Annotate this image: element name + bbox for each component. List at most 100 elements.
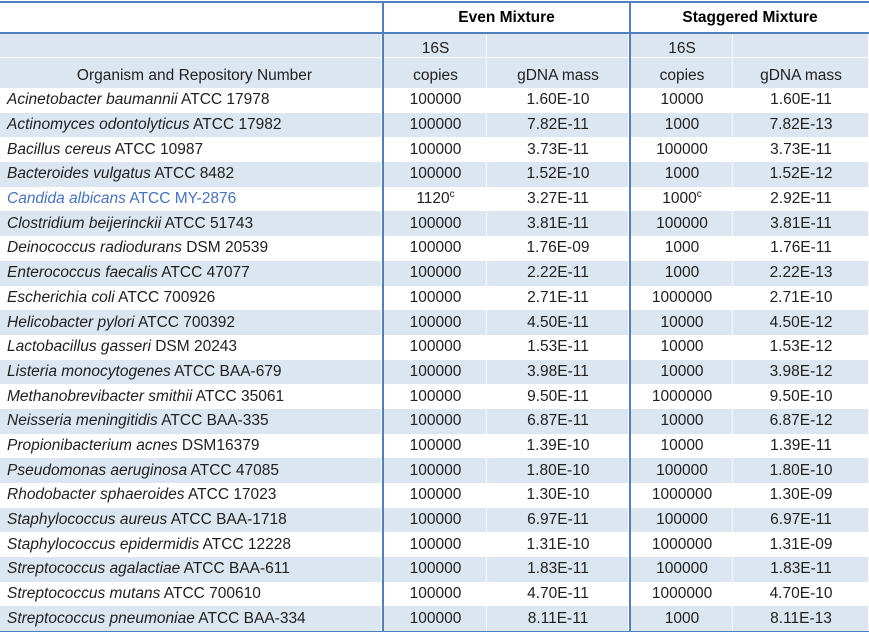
even-gdna-mass-cell: 3.73E-11 — [527, 140, 589, 158]
even-16s-copies-cell: 100000 — [382, 236, 487, 261]
repository-number: ATCC BAA-679 — [170, 362, 282, 380]
staggered-16s-copies-cell: 1000 — [629, 162, 734, 187]
species-name: Listeria monocytogenes — [7, 362, 171, 380]
table-row: Pseudomonas aeruginosa ATCC 47085 100000… — [0, 458, 869, 483]
even-gdna-mass-label: gDNA mass — [487, 58, 631, 88]
even-gdna-mass-cell: 1.52E-10 — [487, 162, 631, 187]
organism-cell: Candida albicans ATCC MY-2876 — [0, 187, 383, 212]
organism-cell: Neisseria meningitidis ATCC BAA-335 — [0, 408, 383, 434]
species-name: Propionibacterium acnes — [7, 436, 178, 454]
even-gdna-mass-cell: 1.76E-09 — [526, 239, 590, 257]
even-16s-copies-cell: 100000 — [382, 310, 487, 335]
staggered-gdna-mass-cell: 6.87E-12 — [733, 408, 869, 434]
even-16s-copies-cell: 100000 — [382, 162, 487, 187]
repository-number: ATCC 10987 — [111, 140, 204, 158]
even-16s-label: 16S — [382, 33, 487, 58]
staggered-gdna-mass-cell: 1.31E-09 — [769, 535, 833, 553]
even-16s-copies-cell: 100000 — [382, 285, 487, 311]
staggered-gdna-mass-cell: 4.70E-10 — [769, 585, 833, 603]
empty-cell — [733, 33, 869, 58]
staggered-16s-copies-cell: 100000 — [629, 507, 734, 533]
species-name: Lactobacillus gasseri — [7, 338, 151, 356]
even-16s-copies-cell: 100000 — [382, 260, 487, 286]
staggered-gdna-mass-cell: 3.73E-11 — [770, 140, 832, 158]
organism-cell: Acinetobacter baumannii ATCC 17978 — [0, 88, 383, 113]
table-row: Listeria monocytogenes ATCC BAA-679 1000… — [0, 359, 869, 385]
staggered-16s-copies-cell: 1000000 — [629, 532, 734, 558]
staggered-16s-copies-cell: 1000 — [629, 260, 734, 286]
repository-number: ATCC BAA-334 — [194, 609, 306, 627]
staggered-gdna-mass-cell: 8.11E-13 — [733, 606, 869, 632]
staggered-gdna-mass-cell: 9.50E-10 — [769, 387, 833, 405]
organism-cell: Lactobacillus gasseri DSM 20243 — [0, 335, 383, 360]
organism-column-header: Organism and Repository Number — [0, 58, 383, 88]
table-row: Staphylococcus aureus ATCC BAA-1718 1000… — [0, 507, 869, 533]
organism-cell: Bacteroides vulgatus ATCC 8482 — [0, 162, 383, 187]
table-row: Acinetobacter baumannii ATCC 17978 10000… — [0, 88, 869, 113]
table-row: Rhodobacter sphaeroides ATCC 17023 10000… — [0, 483, 869, 508]
repository-number: ATCC 35061 — [192, 387, 285, 405]
staggered-16s-copies-cell: 10000 — [629, 359, 734, 385]
table-row: Propionibacterium acnes DSM16379 100000 … — [0, 433, 869, 459]
organism-cell: Propionibacterium acnes DSM16379 — [0, 434, 383, 459]
species-name: Bacillus cereus — [7, 140, 112, 158]
species-name: Deinococcus radiodurans — [7, 239, 182, 257]
empty-cell — [0, 33, 383, 58]
species-name: Bacteroides vulgatus — [7, 165, 151, 183]
even-16s-copies-cell: 100000 — [382, 483, 487, 508]
organism-cell: Pseudomonas aeruginosa ATCC 47085 — [0, 458, 383, 483]
even-gdna-mass-cell: 4.50E-11 — [487, 310, 631, 335]
repository-number: ATCC 700610 — [160, 585, 261, 603]
species-name: Staphylococcus aureus — [7, 511, 168, 529]
repository-number: DSM 20243 — [150, 338, 238, 356]
table-row: Neisseria meningitidis ATCC BAA-335 1000… — [0, 408, 869, 434]
species-name: Streptococcus mutans — [7, 585, 161, 603]
table-row: Enterococcus faecalis ATCC 47077 100000 … — [0, 260, 869, 286]
staggered-16s-copies-cell: 10000 — [629, 310, 734, 335]
species-name: Escherichia coli — [7, 288, 115, 306]
repository-number: ATCC BAA-611 — [180, 560, 290, 578]
organism-cell: Enterococcus faecalis ATCC 47077 — [0, 260, 383, 286]
table-row: Streptococcus pneumoniae ATCC BAA-334 10… — [0, 606, 869, 632]
repository-number: ATCC 700392 — [134, 313, 236, 331]
organism-cell: Staphylococcus aureus ATCC BAA-1718 — [0, 507, 383, 533]
even-16s-copies-cell: 100000 — [382, 384, 487, 409]
species-name: Candida albicans — [7, 190, 126, 208]
even-copies-label: copies — [382, 58, 487, 88]
even-16s-copies-cell: 100000 — [382, 433, 487, 459]
repository-number: ATCC 12228 — [199, 535, 292, 553]
even-gdna-mass-cell: 1.80E-10 — [487, 458, 631, 483]
staggered-16s-label: 16S — [629, 33, 734, 58]
table-row: Clostridium beijerinckii ATCC 51743 1000… — [0, 211, 869, 237]
table-row: Staphylococcus epidermidis ATCC 12228 10… — [0, 532, 869, 558]
even-gdna-mass-cell: 1.31E-10 — [526, 535, 590, 553]
organism-cell: Staphylococcus epidermidis ATCC 12228 — [0, 532, 383, 557]
organism-cell: Bacillus cereus ATCC 10987 — [0, 137, 383, 162]
even-16s-copies-cell: 100000 — [382, 532, 487, 558]
staggered-gdna-mass-cell: 1.80E-10 — [733, 458, 869, 483]
species-name: Streptococcus agalactiae — [7, 560, 181, 578]
staggered-16s-copies-cell: 100000 — [629, 458, 734, 483]
species-name: Actinomyces odontolyticus — [7, 116, 190, 134]
staggered-gdna-mass-label: gDNA mass — [733, 58, 869, 88]
staggered-16s-copies-cell: 10000 — [629, 433, 734, 459]
even-gdna-mass-cell: 1.39E-10 — [526, 436, 590, 454]
staggered-gdna-mass-cell: 2.71E-10 — [769, 288, 833, 306]
repository-number: ATCC BAA-1718 — [167, 511, 287, 529]
staggered-mixture-header: Staggered Mixture — [629, 2, 869, 34]
table-body: Acinetobacter baumannii ATCC 17978 10000… — [0, 88, 869, 632]
staggered-gdna-mass-cell: 3.98E-12 — [733, 359, 869, 385]
table-row: Methanobrevibacter smithii ATCC 35061 10… — [0, 384, 869, 409]
staggered-16s-copies-cell: 1000000 — [629, 581, 734, 607]
even-gdna-mass-cell: 8.11E-11 — [487, 606, 631, 632]
even-16s-copies-cell: 100000 — [382, 334, 487, 360]
staggered-16s-copies-cell: 100000 — [629, 211, 734, 237]
even-gdna-mass-cell: 1.60E-10 — [526, 91, 590, 109]
even-gdna-mass-cell: 1.53E-11 — [527, 338, 589, 356]
species-name: Clostridium beijerinckii — [7, 214, 162, 232]
staggered-16s-copies-cell: 1000000 — [629, 384, 734, 409]
even-16s-copies-cell: 100000 — [382, 359, 487, 385]
even-16s-copies-cell: 100000 — [382, 581, 487, 607]
